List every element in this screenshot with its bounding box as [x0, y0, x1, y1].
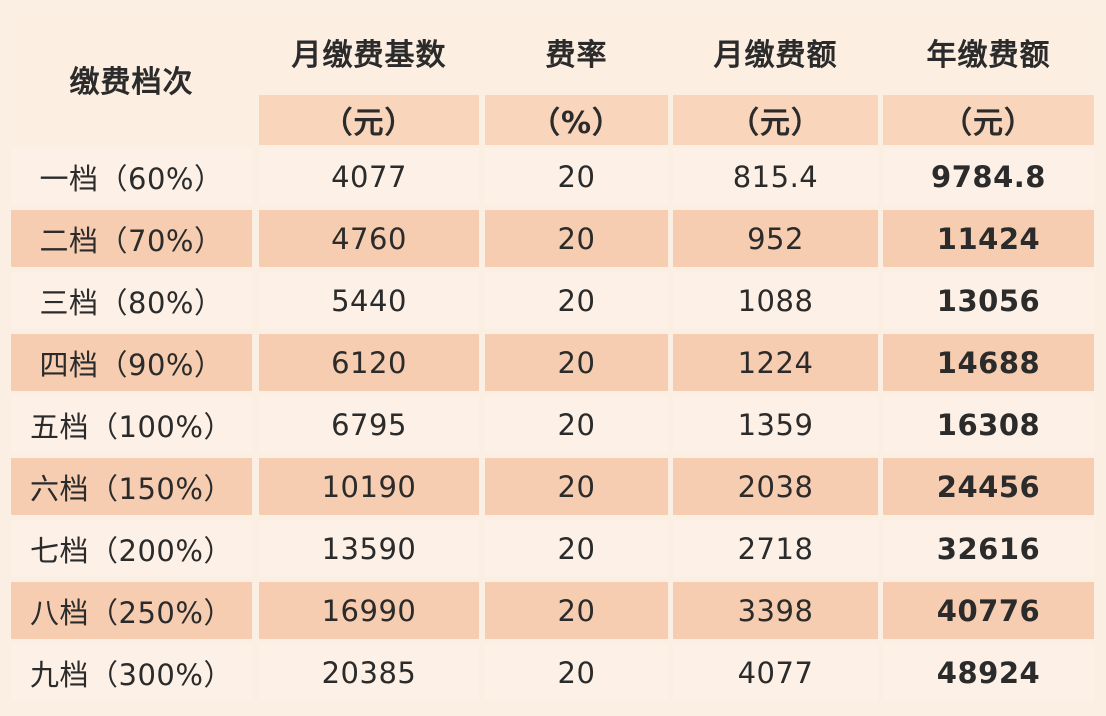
table-row: 八档（250%） 16990 20 3398 40776 — [11, 582, 1094, 639]
cell-monthly: 2718 — [673, 520, 878, 577]
cell-rate: 20 — [485, 272, 668, 329]
table-row: 六档（150%） 10190 20 2038 24456 — [11, 458, 1094, 515]
table-row: 一档（60%） 4077 20 815.4 9784.8 — [11, 148, 1094, 205]
cell-base: 4077 — [259, 148, 479, 205]
cell-rate: 20 — [485, 210, 668, 267]
cell-base: 20385 — [259, 644, 479, 701]
cell-rate: 20 — [485, 582, 668, 639]
cell-base: 5440 — [259, 272, 479, 329]
cell-annual: 14688 — [883, 334, 1094, 391]
table-row: 七档（200%） 13590 20 2718 32616 — [11, 520, 1094, 577]
cell-base: 13590 — [259, 520, 479, 577]
cell-level: 二档（70%） — [11, 210, 252, 267]
cell-monthly: 4077 — [673, 644, 878, 701]
cell-monthly: 815.4 — [673, 148, 878, 205]
cell-annual: 40776 — [883, 582, 1094, 639]
table-row: 三档（80%） 5440 20 1088 13056 — [11, 272, 1094, 329]
cell-annual: 24456 — [883, 458, 1094, 515]
table-row: 四档（90%） 6120 20 1224 14688 — [11, 334, 1094, 391]
contribution-table: 缴费档次 月缴费基数 （元） 费率 （%） 月缴费额 （元） 年缴费额 （元） … — [11, 13, 1094, 704]
cell-annual: 13056 — [883, 272, 1094, 329]
cell-base: 6120 — [259, 334, 479, 391]
table-row: 五档（100%） 6795 20 1359 16308 — [11, 396, 1094, 453]
cell-base: 6795 — [259, 396, 479, 453]
cell-monthly: 3398 — [673, 582, 878, 639]
cell-base: 10190 — [259, 458, 479, 515]
cell-monthly: 1088 — [673, 272, 878, 329]
cell-rate: 20 — [485, 644, 668, 701]
cell-level: 五档（100%） — [11, 396, 252, 453]
cell-level: 九档（300%） — [11, 644, 252, 701]
cell-base: 4760 — [259, 210, 479, 267]
cell-level: 一档（60%） — [11, 148, 252, 205]
header-level: 缴费档次 — [11, 13, 252, 145]
table-header: 缴费档次 月缴费基数 （元） 费率 （%） 月缴费额 （元） 年缴费额 （元） — [11, 13, 1094, 145]
header-rate: 费率 — [485, 13, 668, 91]
cell-level: 八档（250%） — [11, 582, 252, 639]
header-rate-unit: （%） — [485, 95, 668, 145]
cell-level: 七档（200%） — [11, 520, 252, 577]
cell-rate: 20 — [485, 520, 668, 577]
cell-monthly: 1224 — [673, 334, 878, 391]
cell-annual: 48924 — [883, 644, 1094, 701]
cell-level: 三档（80%） — [11, 272, 252, 329]
cell-monthly: 952 — [673, 210, 878, 267]
header-annual: 年缴费额 — [883, 13, 1094, 91]
cell-annual: 9784.8 — [883, 148, 1094, 205]
header-base-unit: （元） — [259, 95, 479, 145]
cell-monthly: 1359 — [673, 396, 878, 453]
header-monthly: 月缴费额 — [673, 13, 878, 91]
cell-annual: 32616 — [883, 520, 1094, 577]
cell-rate: 20 — [485, 334, 668, 391]
cell-annual: 16308 — [883, 396, 1094, 453]
header-base: 月缴费基数 — [259, 13, 479, 91]
cell-rate: 20 — [485, 148, 668, 205]
cell-level: 六档（150%） — [11, 458, 252, 515]
header-monthly-unit: （元） — [673, 95, 878, 145]
cell-annual: 11424 — [883, 210, 1094, 267]
table-row: 二档（70%） 4760 20 952 11424 — [11, 210, 1094, 267]
header-annual-unit: （元） — [883, 95, 1094, 145]
cell-monthly: 2038 — [673, 458, 878, 515]
table-row: 九档（300%） 20385 20 4077 48924 — [11, 644, 1094, 701]
cell-base: 16990 — [259, 582, 479, 639]
cell-level: 四档（90%） — [11, 334, 252, 391]
cell-rate: 20 — [485, 458, 668, 515]
cell-rate: 20 — [485, 396, 668, 453]
